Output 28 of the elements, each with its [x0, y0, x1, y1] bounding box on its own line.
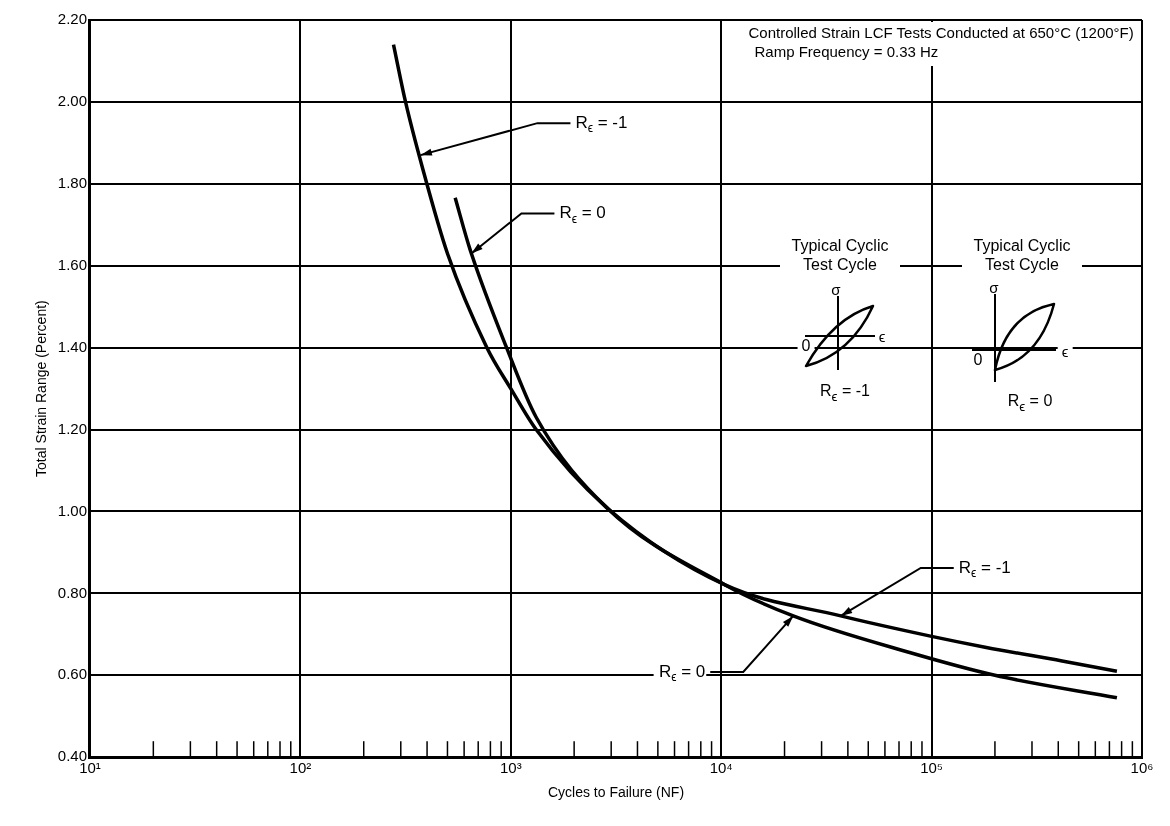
annotation: R$_{ϵ}$ = -1 [816, 381, 874, 405]
y-axis-title: Total Strain Range (Percent) [33, 300, 50, 477]
annotation: 0 [969, 350, 987, 370]
annotation: 0 [797, 336, 815, 356]
annotation: R$_{ϵ}$ = 0 [1003, 391, 1057, 415]
annotation: ϵ [1057, 343, 1073, 361]
y-tick-label: 1.40 [57, 337, 87, 355]
x-tick-label: 10² [289, 759, 312, 777]
annotation: σ [985, 279, 1003, 297]
annotation: Ramp Frequency = 0.33 Hz [754, 43, 939, 61]
y-tick-label: 0.60 [57, 665, 87, 683]
y-tick-label: 1.60 [57, 255, 87, 273]
y-tick-label: 2.00 [57, 92, 87, 110]
x-tick-label: 10⁵ [920, 759, 944, 777]
annotation: Typical Cyclic Test Cycle [962, 235, 1082, 275]
y-tick-label: 1.20 [57, 419, 87, 437]
x-tick-label: 10⁶ [1130, 759, 1154, 777]
annotation: Typical Cyclic Test Cycle [780, 235, 900, 275]
annotation: ϵ [874, 328, 890, 346]
y-tick-label: 1.80 [57, 173, 87, 191]
x-axis-title: Cycles to Failure (NF) [547, 784, 685, 801]
y-tick-label: 1.00 [57, 501, 87, 519]
y-tick-label: 2.20 [57, 10, 87, 28]
y-tick-label: 0.80 [57, 583, 87, 601]
annotation: Controlled Strain LCF Tests Conducted at 650°C (1200°F) [748, 24, 1134, 42]
x-tick-label: 10³ [499, 759, 522, 777]
x-tick-label: 10⁴ [709, 759, 733, 777]
annotation: σ [827, 281, 845, 299]
